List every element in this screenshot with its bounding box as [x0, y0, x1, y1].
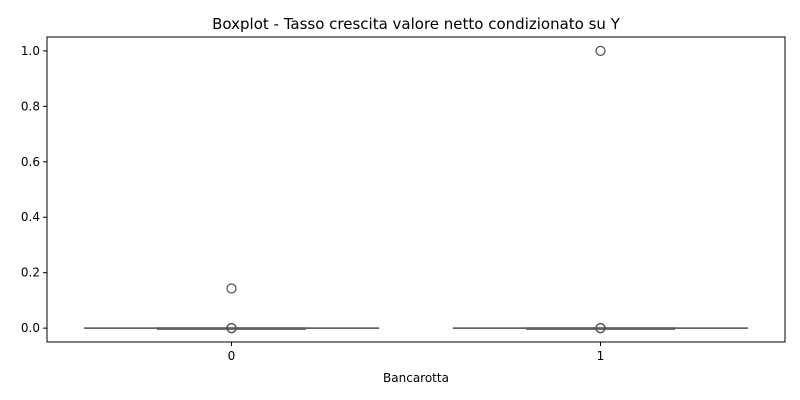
x-tick-label: 0 [228, 349, 236, 363]
box-1 [452, 327, 749, 330]
y-tick-label: 0.8 [21, 99, 40, 113]
y-tick-label: 0.4 [21, 210, 40, 224]
boxes-layer [83, 327, 749, 330]
outlier-point [595, 45, 606, 56]
plot-frame [46, 36, 786, 343]
box-0 [83, 327, 380, 330]
outlier-point [595, 323, 606, 334]
outliers-layer [226, 45, 606, 334]
x-tick-label: 1 [597, 349, 605, 363]
y-tick-label: 0.0 [21, 321, 40, 335]
y-tick-label: 0.2 [21, 266, 40, 280]
chart-title: Boxplot - Tasso crescita valore netto co… [212, 15, 621, 33]
outlier-point [226, 283, 237, 294]
x-axis-label: Bancarotta [383, 371, 449, 385]
y-tick-label: 1.0 [21, 44, 40, 58]
outlier-point [226, 323, 237, 334]
y-axis: 0.0 0.2 0.4 0.6 0.8 1.0 [21, 44, 47, 335]
y-tick-label: 0.6 [21, 155, 40, 169]
